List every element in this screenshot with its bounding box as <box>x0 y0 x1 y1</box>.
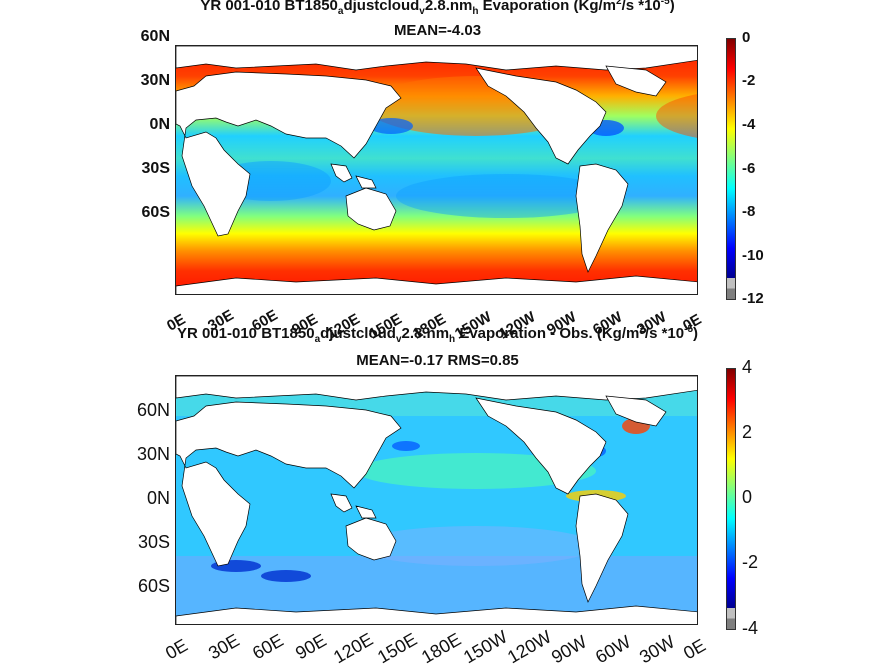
lon-tick: 30W <box>636 631 679 668</box>
lat-tick-60s: 60S <box>141 204 170 221</box>
lat-tick-30s: 30S <box>137 532 170 552</box>
lon-tick: 150E <box>374 628 421 668</box>
lat-tick-60n: 60N <box>140 28 170 45</box>
colorbar-tick: 2 <box>742 422 753 442</box>
lon-tick: 150W <box>460 626 511 668</box>
map-title: YR 001-010 BT1850adjustcloudv2.8.nmh Eva… <box>176 324 699 345</box>
colorbar-tick: -6 <box>742 160 756 177</box>
colorbar <box>726 38 736 300</box>
map-title: YR 001-010 BT1850adjustcloudv2.8.nmh Eva… <box>200 0 675 17</box>
colorbar-tick: 0 <box>742 29 751 46</box>
map-subtitle-mean: MEAN=-4.03 <box>393 22 482 39</box>
lon-tick: 120E <box>330 628 377 668</box>
map-subtitle-mean-rms: MEAN=-0.17 RMS=0.85 <box>356 352 519 369</box>
evaporation-bias-map-panel: YR 001-010 BT1850adjustcloudv2.8.nmh Eva… <box>0 324 875 667</box>
colorbar <box>726 368 736 630</box>
lon-tick: 180E <box>418 628 465 668</box>
lat-tick-60n: 60N <box>136 400 170 420</box>
lat-tick-30s: 30S <box>141 160 170 177</box>
lon-tick: 0E <box>162 634 192 664</box>
colorbar-tick: -12 <box>742 290 764 307</box>
colorbar-tick: -10 <box>742 247 764 264</box>
lon-tick: 30E <box>205 629 243 664</box>
lon-tick: 90E <box>292 629 330 664</box>
lat-tick-0n: 0N <box>149 116 170 133</box>
colorbar-tick: -4 <box>742 618 759 638</box>
colorbar-tick: -8 <box>742 203 756 220</box>
lat-tick-30n: 30N <box>136 444 170 464</box>
colorbar-tick: -2 <box>742 72 756 89</box>
lat-tick-60s: 60S <box>137 576 170 596</box>
lon-tick: 60E <box>249 629 287 664</box>
evaporation-bias-field-map <box>175 375 698 625</box>
lon-tick: 90W <box>548 631 591 668</box>
colorbar-tick: 0 <box>742 487 753 507</box>
evaporation-field-map <box>175 45 698 295</box>
evaporation-map-panel: YR 001-010 BT1850adjustcloudv2.8.nmh Eva… <box>0 0 875 343</box>
lon-tick: 120W <box>504 626 555 668</box>
colorbar-tick: -4 <box>742 116 756 133</box>
lat-tick-30n: 30N <box>140 72 170 89</box>
lon-tick: 0E <box>680 634 710 664</box>
colorbar-tick: 4 <box>742 357 753 377</box>
lat-tick-0n: 0N <box>146 488 170 508</box>
colorbar-tick: -2 <box>742 552 759 572</box>
lon-tick: 60W <box>592 631 635 668</box>
